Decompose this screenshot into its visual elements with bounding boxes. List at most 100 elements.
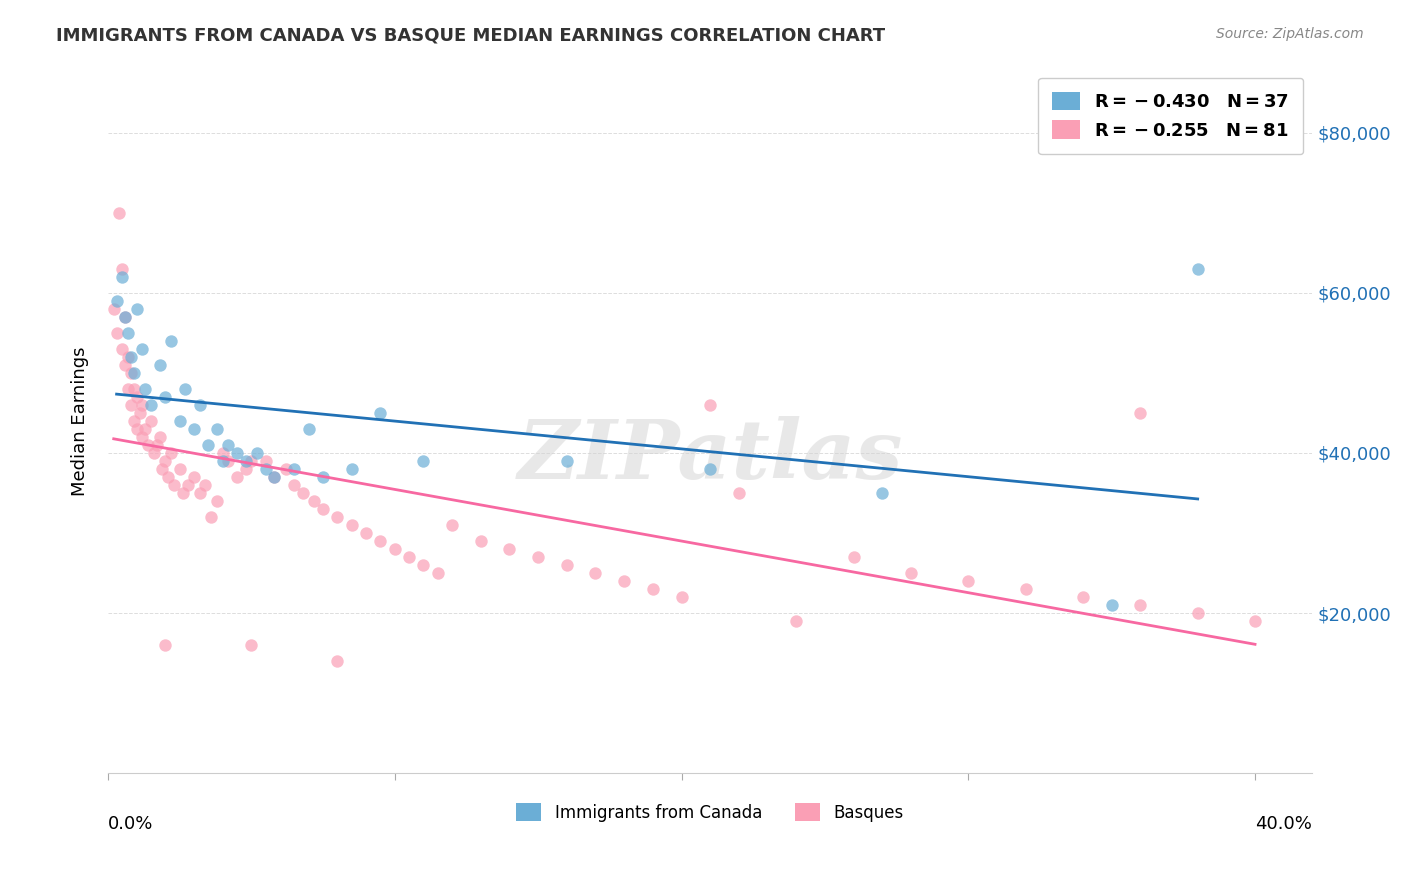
Point (111, 261, 134, 276)
Point (200, 510, 222, 524)
Point (613, 574, 636, 588)
Point (205, 494, 228, 508)
Point (183, 422, 205, 436)
Point (312, 470, 335, 484)
Point (263, 470, 285, 484)
Point (498, 541, 520, 556)
Point (108, 205, 131, 219)
Point (163, 478, 186, 492)
Point (728, 486, 751, 500)
Point (842, 549, 865, 564)
Point (134, 382, 156, 396)
Point (160, 334, 183, 348)
Point (169, 462, 191, 476)
Point (699, 462, 721, 476)
Point (139, 414, 162, 428)
Point (211, 446, 233, 460)
Point (699, 398, 721, 412)
Point (1187, 261, 1209, 276)
Point (412, 558, 434, 572)
Point (235, 462, 257, 476)
Point (172, 486, 194, 500)
Point (114, 310, 136, 324)
Text: ZIPatlas: ZIPatlas (517, 416, 903, 496)
Legend: Immigrants from Canada, Basques: Immigrants from Canada, Basques (510, 797, 911, 829)
Point (155, 390, 177, 404)
Point (226, 470, 249, 484)
Point (211, 454, 233, 468)
Point (304, 494, 326, 508)
Point (117, 350, 139, 364)
Point (155, 454, 177, 468)
Point (585, 566, 607, 580)
Point (312, 502, 335, 516)
Point (641, 582, 664, 596)
Point (194, 478, 217, 492)
Point (174, 382, 197, 396)
Point (145, 438, 167, 452)
Point (470, 533, 492, 548)
Point (152, 462, 174, 476)
Point (128, 406, 150, 420)
Point (370, 533, 392, 548)
Point (283, 462, 305, 476)
Point (340, 462, 363, 476)
Point (131, 342, 153, 356)
Point (326, 654, 349, 668)
Point (149, 358, 172, 372)
Point (326, 510, 349, 524)
Point (111, 269, 134, 284)
Text: Source: ZipAtlas.com: Source: ZipAtlas.com (1216, 27, 1364, 41)
Point (155, 638, 177, 652)
Point (114, 358, 136, 372)
Point (157, 470, 180, 484)
Point (197, 438, 219, 452)
Point (111, 342, 134, 356)
Point (188, 398, 211, 412)
Text: IMMIGRANTS FROM CANADA VS BASQUE MEDIAN EARNINGS CORRELATION CHART: IMMIGRANTS FROM CANADA VS BASQUE MEDIAN … (56, 27, 886, 45)
Point (412, 454, 434, 468)
Text: 0.0%: 0.0% (108, 815, 153, 833)
Point (1187, 606, 1209, 620)
Point (1244, 614, 1267, 628)
Point (283, 478, 305, 492)
Point (120, 350, 142, 364)
Point (142, 446, 165, 460)
Point (188, 486, 211, 500)
Point (122, 414, 145, 428)
Point (120, 398, 142, 412)
Point (398, 549, 420, 564)
Point (254, 462, 277, 476)
Point (120, 366, 142, 380)
Point (246, 446, 269, 460)
Y-axis label: Median Earnings: Median Earnings (72, 346, 89, 496)
Point (122, 366, 145, 380)
Point (291, 486, 314, 500)
Point (441, 518, 464, 533)
Point (226, 446, 249, 460)
Point (1101, 598, 1123, 612)
Point (274, 462, 297, 476)
Point (134, 422, 156, 436)
Point (1129, 598, 1152, 612)
Point (671, 590, 693, 604)
Point (1071, 590, 1094, 604)
Point (149, 430, 172, 444)
Point (370, 406, 392, 420)
Point (527, 549, 550, 564)
Point (136, 438, 159, 452)
Point (125, 422, 148, 436)
Text: 40.0%: 40.0% (1256, 815, 1312, 833)
Point (183, 470, 205, 484)
Point (177, 478, 200, 492)
Point (1129, 406, 1152, 420)
Point (217, 454, 239, 468)
Point (1014, 582, 1036, 596)
Point (340, 518, 363, 533)
Point (131, 398, 153, 412)
Point (105, 326, 128, 340)
Point (103, 301, 125, 316)
Point (131, 430, 153, 444)
Point (160, 446, 183, 460)
Point (354, 525, 377, 540)
